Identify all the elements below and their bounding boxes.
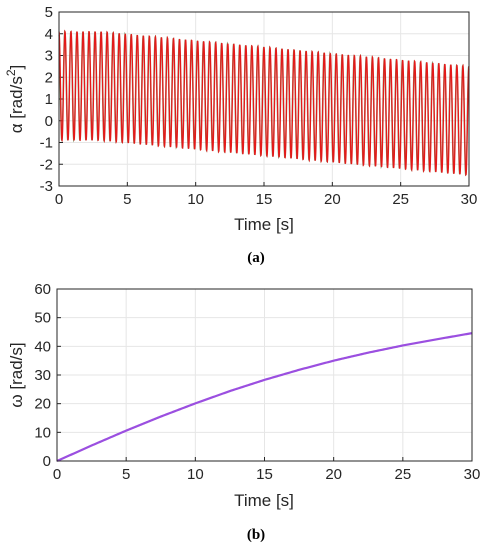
caption-a: (a) — [247, 250, 265, 266]
y-tick-label: 4 — [45, 26, 53, 43]
angular-acceleration-line — [58, 29, 470, 177]
y-tick-label: -3 — [40, 178, 53, 195]
series-b — [56, 332, 473, 463]
y-ticks-b: 0 10 20 30 40 50 60 — [34, 281, 61, 470]
angular-velocity-line — [56, 332, 473, 463]
y-tick-label: 20 — [34, 396, 51, 413]
plot-frame-b — [56, 288, 473, 462]
y-tick-label: 0 — [45, 113, 53, 130]
chart-panel-a: 0 5 10 15 20 25 30 -3 -2 -1 0 1 2 3 4 5 Time [s] α [ra… — [4, 4, 477, 266]
y-tick-label: 40 — [34, 338, 51, 355]
plot-frame-a — [58, 11, 470, 187]
x-tick-label: 20 — [324, 191, 341, 208]
y-tick-label: 0 — [43, 453, 51, 470]
x-tick-label: 30 — [461, 191, 478, 208]
x-tick-label: 25 — [392, 191, 409, 208]
y-tick-label: 1 — [45, 91, 53, 108]
y-tick-label: 5 — [45, 4, 53, 21]
x-tick-label: 5 — [123, 191, 131, 208]
y-axis-label-b: ω [rad/s] — [7, 342, 26, 407]
x-tick-label: 15 — [256, 191, 273, 208]
y-tick-label: 10 — [34, 424, 51, 441]
x-tick-label: 30 — [464, 466, 481, 483]
y-tick-label: -1 — [40, 135, 53, 152]
caption-b: (b) — [247, 527, 265, 543]
x-tick-label: 15 — [256, 466, 273, 483]
x-tick-label: 0 — [55, 191, 63, 208]
y-tick-label: 60 — [34, 281, 51, 298]
x-axis-label-a: Time [s] — [234, 215, 294, 234]
y-tick-label: 50 — [34, 310, 51, 327]
y-tick-label: 30 — [34, 367, 51, 384]
x-tick-label: 0 — [53, 466, 61, 483]
x-ticks-a: 0 5 10 15 20 25 30 — [55, 182, 478, 208]
y-ticks-a: -3 -2 -1 0 1 2 3 4 5 — [40, 4, 63, 195]
chart-panel-b: 0 5 10 15 20 25 30 0 10 20 30 40 50 60 Time [s] ω [r… — [7, 281, 480, 543]
x-tick-label: 5 — [122, 466, 130, 483]
x-ticks-b: 0 5 10 15 20 25 30 — [53, 457, 481, 483]
x-axis-label-b: Time [s] — [234, 491, 294, 510]
x-tick-label: 10 — [187, 191, 204, 208]
y-tick-label: 3 — [45, 48, 53, 65]
x-tick-label: 20 — [325, 466, 342, 483]
y-tick-label: 2 — [45, 69, 53, 86]
y-tick-label: -2 — [40, 156, 53, 173]
x-tick-label: 10 — [187, 466, 204, 483]
series-a — [58, 29, 470, 177]
x-tick-label: 25 — [394, 466, 411, 483]
y-axis-label-a: α [rad/s2] — [4, 65, 26, 134]
